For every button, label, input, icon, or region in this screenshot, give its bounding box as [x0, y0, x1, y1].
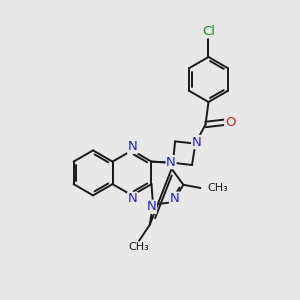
- Text: N: N: [166, 156, 176, 169]
- Text: N: N: [192, 136, 201, 148]
- Text: N: N: [128, 140, 137, 153]
- Text: N: N: [169, 192, 179, 205]
- Text: CH₃: CH₃: [129, 242, 149, 252]
- Text: O: O: [225, 116, 235, 129]
- Text: N: N: [147, 200, 156, 213]
- Text: Cl: Cl: [202, 25, 215, 38]
- Text: N: N: [128, 193, 137, 206]
- Text: CH₃: CH₃: [207, 183, 228, 193]
